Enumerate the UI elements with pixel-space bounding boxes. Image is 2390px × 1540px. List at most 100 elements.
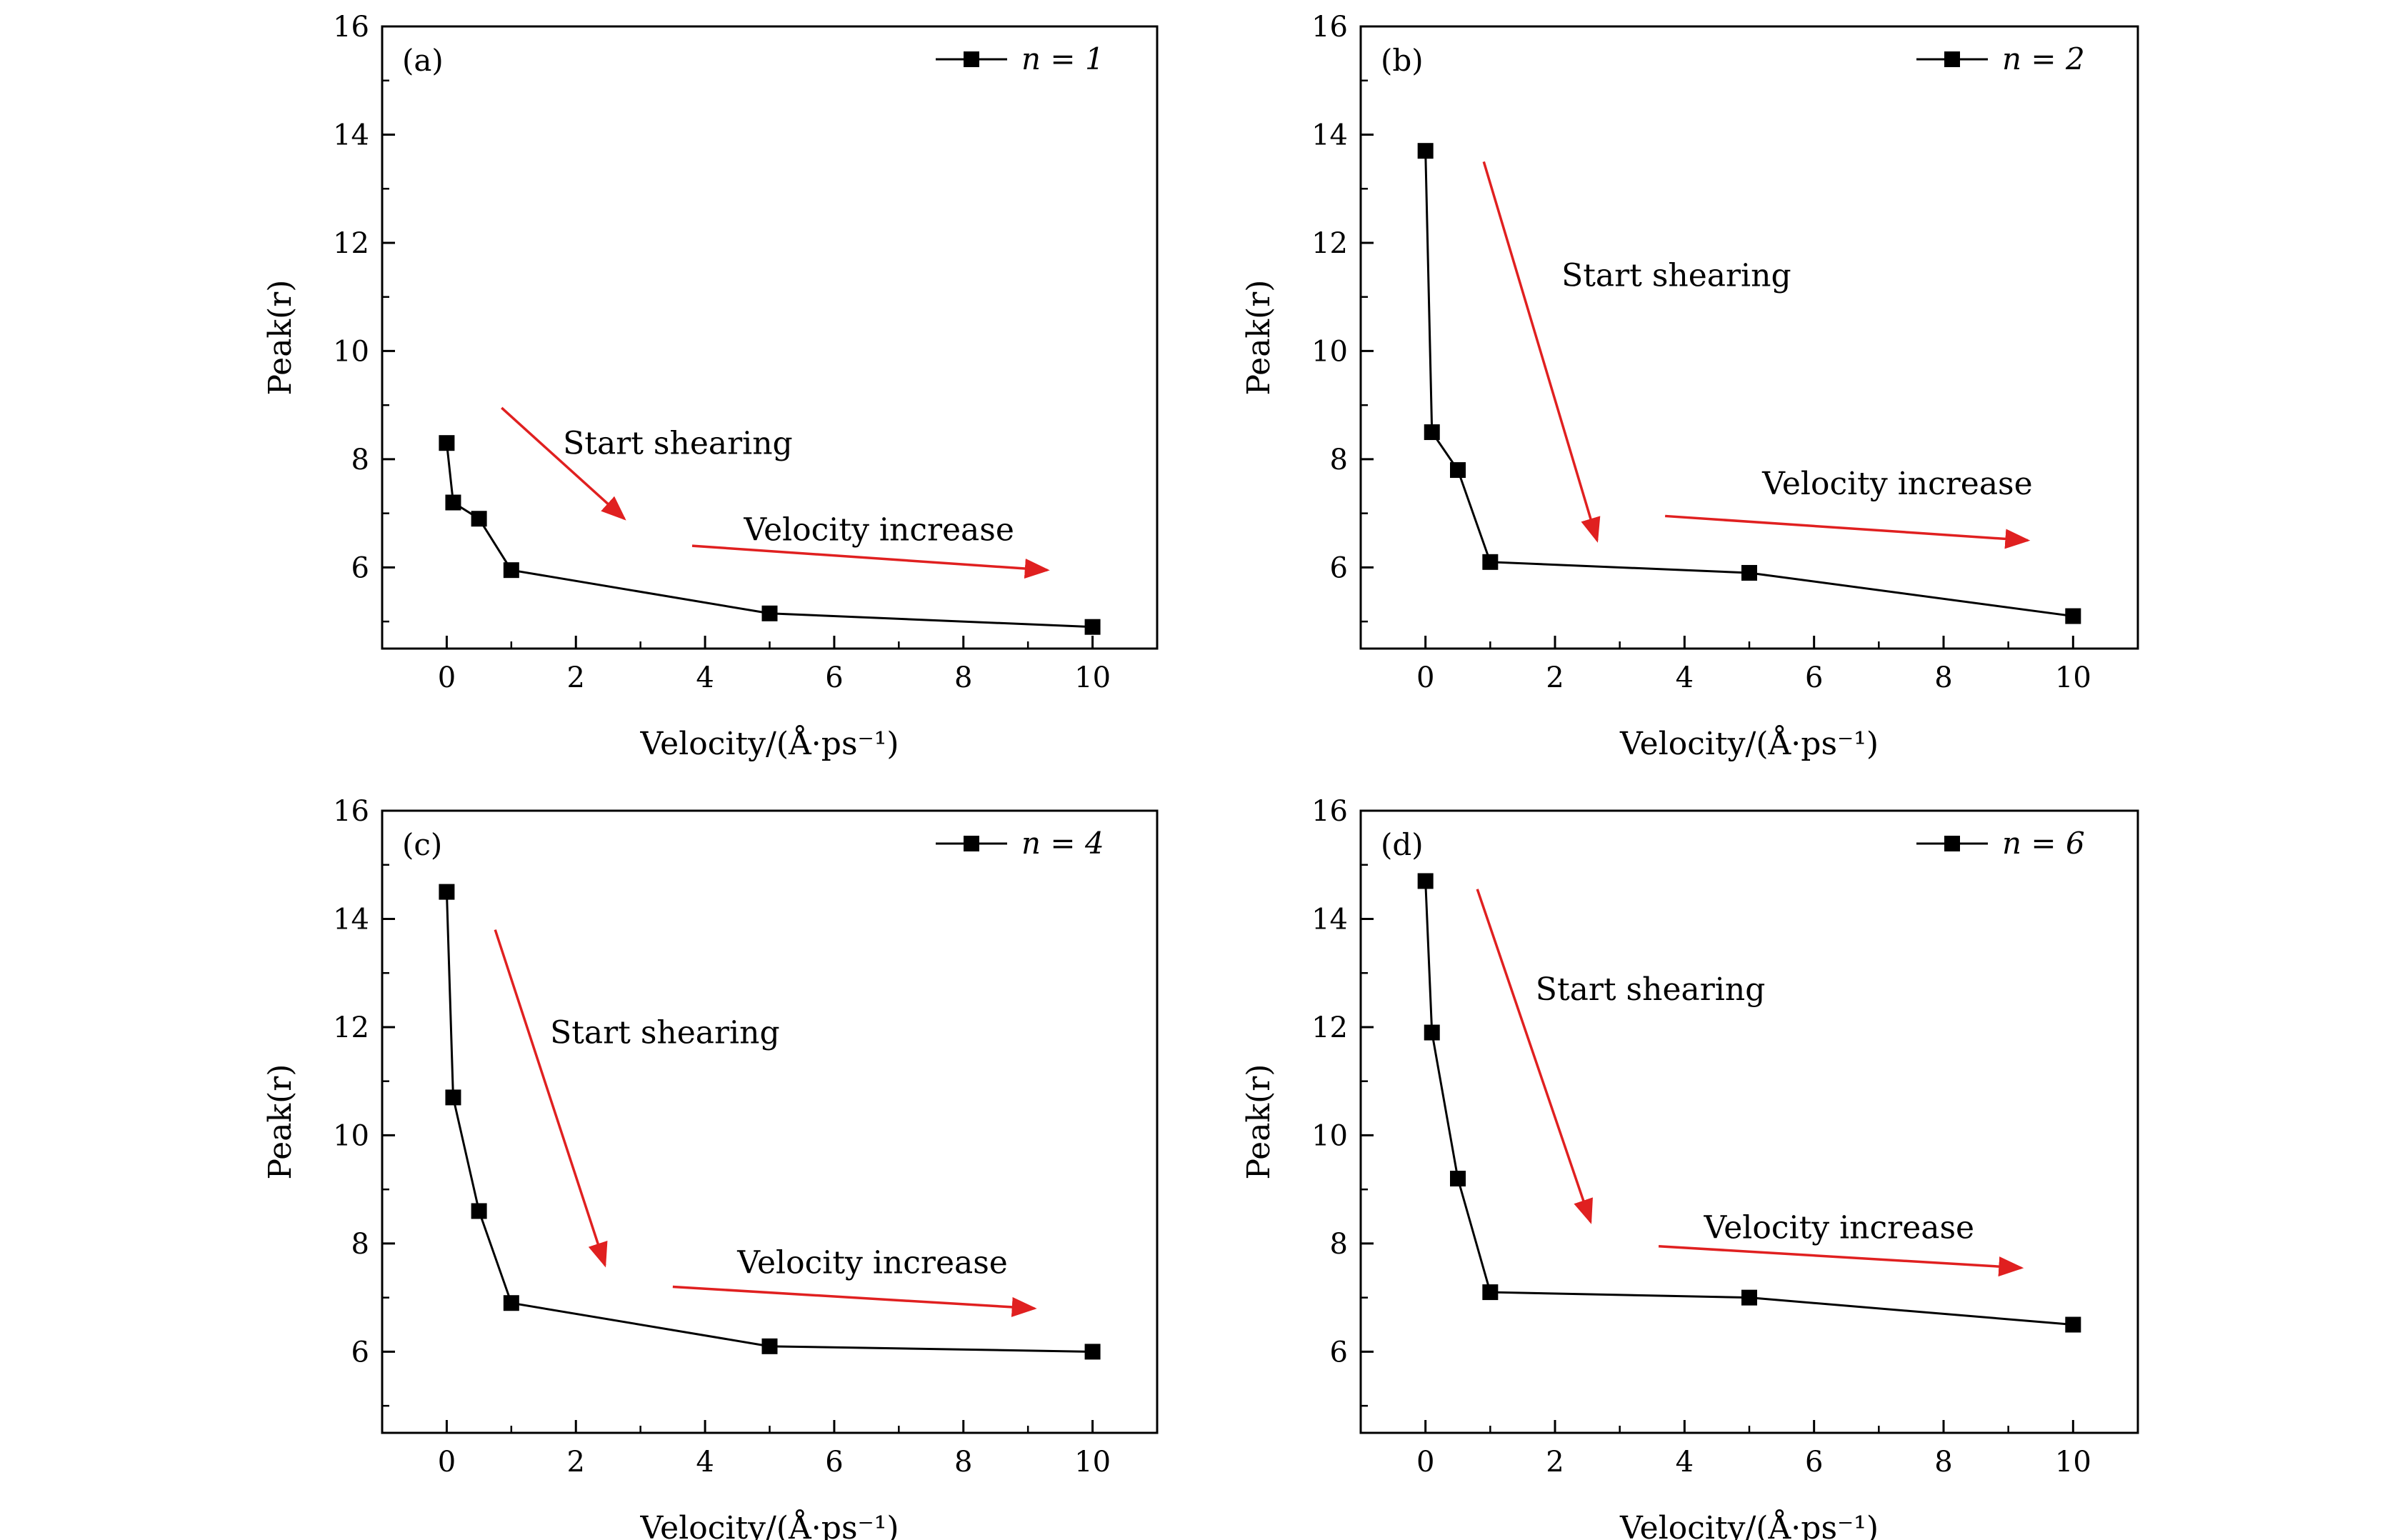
plot-frame <box>1359 25 2139 650</box>
legend-label: n = 2 <box>2002 41 2085 76</box>
x-tick-label: 2 <box>567 1446 585 1479</box>
x-tick-label: 4 <box>696 661 714 694</box>
data-point <box>1417 873 1434 889</box>
x-tick-label: 8 <box>954 1446 972 1479</box>
x-tick-label: 10 <box>2055 661 2091 694</box>
y-axis-title: Peak(r) <box>1241 280 1277 396</box>
y-tick-label: 12 <box>1311 227 1348 260</box>
data-point <box>1482 1284 1499 1301</box>
y-tick-label: 8 <box>1330 1228 1348 1261</box>
y-axis-title: Peak(r) <box>262 280 299 396</box>
y-tick-label: 8 <box>351 1228 369 1261</box>
x-tick-label: 8 <box>1934 1446 1952 1479</box>
y-tick-label: 10 <box>1311 1119 1348 1152</box>
x-tick-label: 6 <box>825 1446 843 1479</box>
data-point <box>1450 462 1466 479</box>
y-tick-label: 14 <box>1311 903 1348 936</box>
data-point <box>2065 1316 2081 1333</box>
y-tick-label: 6 <box>1330 551 1348 584</box>
data-point <box>761 1338 778 1354</box>
data-point <box>439 884 455 900</box>
y-tick-label: 14 <box>1311 119 1348 151</box>
x-tick-label: 0 <box>438 661 456 694</box>
x-tick-label: 0 <box>1416 1446 1434 1479</box>
data-point <box>1424 424 1440 441</box>
y-tick-label: 16 <box>333 11 369 44</box>
plot-frame <box>381 25 1159 650</box>
legend-label: n = 4 <box>1021 826 1104 861</box>
y-axis-title: Peak(r) <box>1241 1064 1277 1180</box>
panel-label: (a) <box>402 43 444 78</box>
y-tick-label: 16 <box>1311 795 1348 828</box>
annotation-arrow <box>672 1285 1037 1317</box>
x-tick-label: 10 <box>1074 1446 1111 1479</box>
y-tick-label: 10 <box>1311 335 1348 368</box>
chart-panel: 0 2 4 6 8 10 6 8 10 12 14 16 Velocity/(Å·ps⁻¹) Peak(r… <box>262 11 1159 762</box>
data-point <box>439 435 455 451</box>
data-point <box>1450 1171 1466 1187</box>
panel-label: (d) <box>1381 827 1424 862</box>
x-tick-label: 0 <box>438 1446 456 1479</box>
x-tick-label: 6 <box>1805 1446 1823 1479</box>
y-tick-label: 8 <box>351 444 369 476</box>
y-tick-label: 14 <box>333 119 369 151</box>
y-tick-label: 12 <box>333 227 369 260</box>
annotation-arrow <box>1658 1244 2024 1277</box>
y-tick-label: 6 <box>1330 1336 1348 1369</box>
data-point <box>2065 608 2081 624</box>
data-point <box>503 562 519 579</box>
legend-label: n = 1 <box>1021 41 1104 76</box>
data-point <box>1424 1024 1440 1041</box>
data-point <box>445 1089 461 1106</box>
data-point <box>1417 143 1434 159</box>
annotation-arrow <box>1482 161 1601 543</box>
annotation-text: Start shearing <box>550 1015 780 1051</box>
y-tick-label: 10 <box>333 1119 369 1152</box>
y-tick-label: 6 <box>351 551 369 584</box>
annotation-text: Start shearing <box>563 425 793 461</box>
data-point <box>1084 1344 1101 1360</box>
x-tick-label: 6 <box>1805 661 1823 694</box>
y-tick-label: 14 <box>333 903 369 936</box>
series-line <box>445 891 1093 1353</box>
chart-panel: 0 2 4 6 8 10 6 8 10 12 14 16 Velocity/(Å·ps⁻¹) Peak(r… <box>1241 795 2139 1540</box>
x-tick-label: 8 <box>1934 661 1952 694</box>
chart-panel: 0 2 4 6 8 10 6 8 10 12 14 16 Velocity/(Å·ps⁻¹) Peak(r… <box>262 795 1159 1540</box>
annotation-text: Velocity increase <box>1704 1209 1975 1246</box>
annotation-arrow <box>1665 514 2031 549</box>
chart-panel: 0 2 4 6 8 10 6 8 10 12 14 16 Velocity/(Å·ps⁻¹) Peak(r… <box>1241 11 2139 762</box>
x-tick-label: 2 <box>1546 1446 1564 1479</box>
panel-label: (c) <box>402 827 442 862</box>
x-tick-label: 10 <box>1074 661 1111 694</box>
annotation-arrow <box>501 406 626 521</box>
x-axis-title: Velocity/(Å·ps⁻¹) <box>639 1509 899 1540</box>
data-point <box>445 494 461 511</box>
annotation-arrow <box>691 544 1050 579</box>
legend-marker <box>1944 51 1960 67</box>
data-point <box>471 511 487 527</box>
x-tick-label: 2 <box>1546 661 1564 694</box>
series-line <box>1424 881 2074 1326</box>
annotation-arrow <box>1476 889 1593 1224</box>
x-tick-label: 4 <box>1676 1446 1694 1479</box>
x-tick-label: 0 <box>1416 661 1434 694</box>
y-tick-label: 6 <box>351 1336 369 1369</box>
annotation-text: Velocity increase <box>1761 466 2033 502</box>
y-tick-label: 10 <box>333 335 369 368</box>
data-point <box>1084 619 1101 635</box>
data-point <box>503 1295 519 1311</box>
annotation-text: Velocity increase <box>736 1245 1008 1281</box>
annotation-arrow <box>494 929 608 1268</box>
y-tick-label: 16 <box>1311 11 1348 44</box>
data-point <box>1741 564 1757 581</box>
x-axis-title: Velocity/(Å·ps⁻¹) <box>1619 724 1879 762</box>
y-tick-label: 16 <box>333 795 369 828</box>
panel-label: (b) <box>1381 43 1424 78</box>
series-line <box>445 443 1093 629</box>
legend-label: n = 6 <box>2002 826 2085 861</box>
x-axis-title: Velocity/(Å·ps⁻¹) <box>1619 1509 1879 1540</box>
annotation-text: Velocity increase <box>743 512 1014 549</box>
x-tick-label: 2 <box>567 661 585 694</box>
legend-marker <box>964 836 979 851</box>
